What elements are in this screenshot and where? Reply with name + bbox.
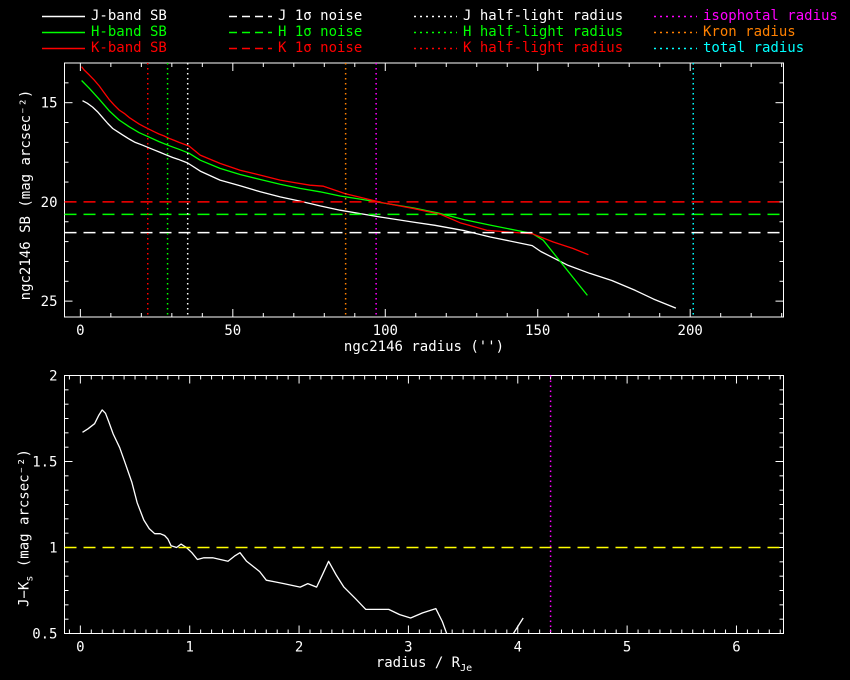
legend-item-k-band-sb: K-band SB [42, 40, 167, 56]
legend-item-k-1-noise: K 1σ noise [229, 40, 362, 56]
x-tick-label: 0 [76, 323, 84, 339]
curve-j-ks-color-profile [82, 409, 448, 634]
legend-item-kron-radius: Kron radius [654, 24, 796, 40]
legend-item-h-band-sb: H-band SB [42, 24, 167, 40]
y-tick-label: 1.5 [32, 455, 57, 471]
legend-item-j-half-light-radius: J half-light radius [414, 8, 623, 24]
legend-label: H 1σ noise [278, 24, 363, 40]
legend-line-sample [654, 31, 697, 33]
plot-frame [64, 375, 784, 634]
legend-line-sample [414, 47, 457, 49]
legend-item-h-1-noise: H 1σ noise [229, 24, 362, 40]
legend-label: H-band SB [91, 24, 167, 40]
plot-frame [64, 62, 784, 318]
x-tick-label: 4 [514, 640, 522, 656]
y-tick-label: 15 [41, 96, 58, 112]
legend-line-sample [414, 15, 457, 17]
x-tick-label: 2 [295, 640, 303, 656]
legend-line-sample [42, 15, 85, 17]
x-tick-label: 0 [76, 640, 84, 656]
top-y-axis-label: ngc2146 SB (mag arcsec⁻²) [18, 89, 34, 301]
legend-line-sample [229, 31, 272, 33]
legend-item-total-radius: total radius [654, 40, 804, 56]
x-tick-label: 5 [623, 640, 631, 656]
legend-line-sample [229, 15, 272, 17]
legend-label: H half-light radius [463, 24, 624, 40]
bottom-y-label-pre: J−K [16, 581, 33, 607]
curve-j-ks-color-profile [512, 617, 524, 634]
legend-item-j-1-noise: J 1σ noise [229, 8, 362, 24]
legend-label: J 1σ noise [278, 8, 363, 24]
y-tick-label: 20 [41, 195, 58, 211]
y-tick-label: 25 [41, 294, 58, 310]
x-tick-label: 200 [678, 323, 703, 339]
y-tick-label: 0.5 [32, 627, 57, 643]
legend-item-h-half-light-radius: H half-light radius [414, 24, 623, 40]
y-tick-label: 1 [49, 541, 57, 557]
legend-label: isophotal radius [703, 8, 838, 24]
legend-line-sample [414, 31, 457, 33]
legend-line-sample [42, 47, 85, 49]
bottom-y-label-post: (mag arcsec⁻²) [16, 449, 33, 576]
x-tick-label: 50 [224, 323, 241, 339]
top-x-axis-label: ngc2146 radius ('') [343, 339, 505, 355]
curve-j-band-sb [82, 100, 677, 309]
legend-item-isophotal-radius: isophotal radius [654, 8, 838, 24]
legend-line-sample [654, 47, 697, 49]
x-tick-label: 150 [525, 323, 550, 339]
legend-label: total radius [703, 40, 805, 56]
bottom-x-label-pre: radius / R [375, 655, 461, 671]
legend-label: J half-light radius [463, 8, 624, 24]
legend-item-j-band-sb: J-band SB [42, 8, 167, 24]
bottom-x-label-sub: Je [460, 662, 473, 674]
curve-h-band-sb [81, 80, 588, 296]
legend-line-sample [654, 15, 697, 17]
legend-label: K half-light radius [463, 40, 624, 56]
bottom-x-axis-label: radius / RJe [376, 655, 472, 674]
x-tick-label: 1 [185, 640, 193, 656]
x-tick-label: 6 [732, 640, 740, 656]
legend-label: J-band SB [91, 8, 167, 24]
legend-line-sample [229, 47, 272, 49]
x-tick-label: 3 [404, 640, 412, 656]
bottom-y-axis-label: J−Ks (mag arcsec⁻²) [17, 449, 36, 607]
y-tick-label: 2 [49, 369, 57, 385]
legend-item-k-half-light-radius: K half-light radius [414, 40, 623, 56]
legend-label: K 1σ noise [278, 40, 363, 56]
bottom-y-label-sub: s [24, 575, 36, 582]
x-tick-label: 100 [373, 323, 398, 339]
legend-label: K-band SB [91, 40, 167, 56]
curve-k-band-sb [81, 66, 589, 256]
legend-label: Kron radius [703, 24, 796, 40]
legend-line-sample [42, 31, 85, 33]
